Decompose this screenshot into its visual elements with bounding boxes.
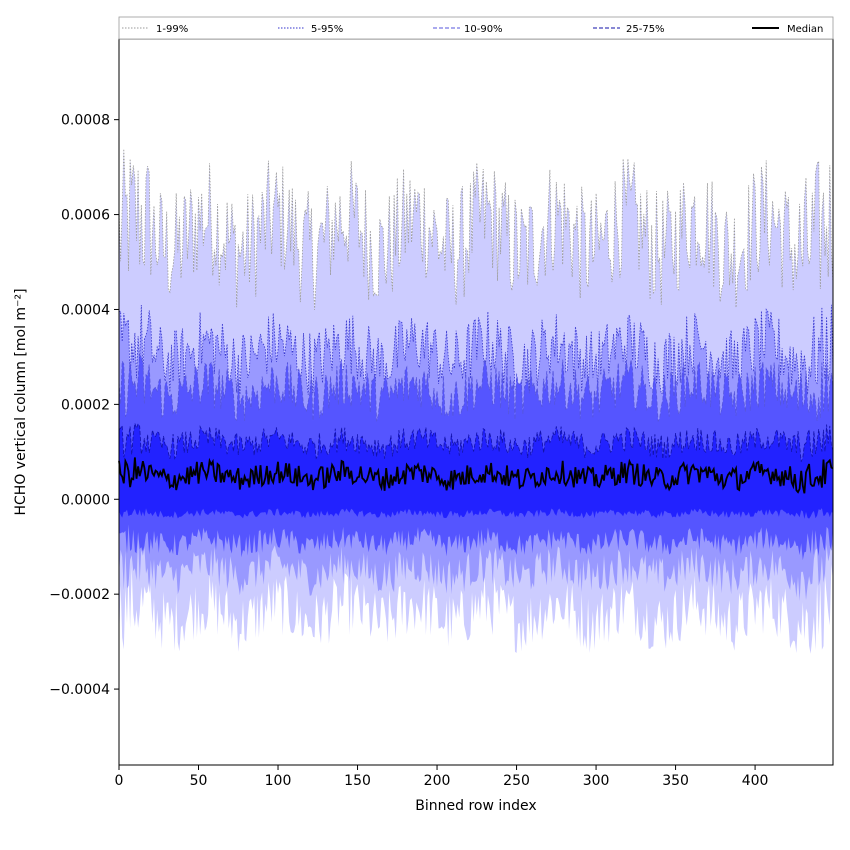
band-25-75% <box>119 423 833 519</box>
legend-label-25-75%: 25-75% <box>626 24 665 35</box>
median-line <box>118 457 834 494</box>
legend-box <box>118 16 834 40</box>
legend-label-Median: Median <box>787 24 823 35</box>
y-tick-label-6: 0.0008 <box>61 113 110 129</box>
legend: 1-99% 5-95% 10-90% 25-75% Median <box>118 16 834 40</box>
x-axis-label: Binned row index <box>415 798 536 814</box>
y-tick-label-1: −0.0002 <box>49 587 110 603</box>
y-tick-label-3: 0.0002 <box>61 397 110 413</box>
axes: 0 50 100 150 200 250 300 350 400 −0.0004 −0.0002 0.… <box>13 38 834 814</box>
y-axis-label: HCHO vertical column [mol m⁻²] <box>13 288 29 515</box>
y-tick-label-2: 0.0000 <box>61 492 110 508</box>
x-tick-label-50: 50 <box>190 773 208 789</box>
y-tick-label-4: 0.0004 <box>61 302 110 318</box>
x-tick-label-300: 300 <box>583 773 610 789</box>
x-tick-label-100: 100 <box>265 773 292 789</box>
legend-label-1-99%: 1-99% <box>156 24 188 35</box>
y-tick-label-0: −0.0004 <box>49 682 110 698</box>
x-tick-label-400: 400 <box>742 773 769 789</box>
x-tick-label-0: 0 <box>115 773 124 789</box>
legend-label-10-90%: 10-90% <box>464 24 503 35</box>
band-edge-25-75% <box>118 422 834 462</box>
bands <box>118 148 834 654</box>
band-edge-10-90% <box>118 353 834 422</box>
legend-label-5-95%: 5-95% <box>311 24 343 35</box>
y-tick-label-5: 0.0006 <box>61 208 110 224</box>
x-tick-label-150: 150 <box>344 773 371 789</box>
x-tick-label-250: 250 <box>503 773 530 789</box>
x-tick-label-350: 350 <box>662 773 689 789</box>
x-tick-label-200: 200 <box>424 773 451 789</box>
band-edge-5-95% <box>118 304 834 398</box>
